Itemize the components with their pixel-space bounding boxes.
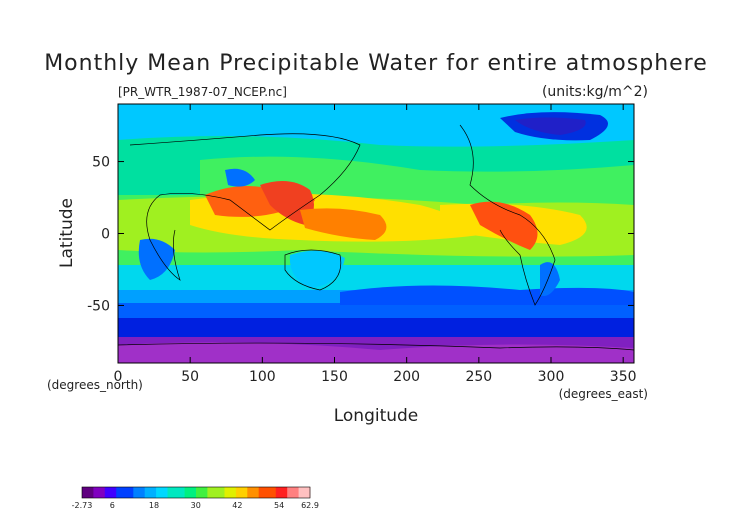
chart-subtitle-units: (units:kg/m^2) <box>542 84 648 100</box>
colorbar-cell <box>281 487 288 498</box>
colorbar-cell <box>196 487 203 498</box>
colorbar-ticks: -2.73 6 18 30 42 54 62.9 <box>72 501 319 510</box>
x-tick-label: 50 <box>181 369 199 385</box>
colorbar-cell <box>99 487 106 498</box>
x-unit-label: (degrees_east) <box>559 387 648 401</box>
colorbar-cell <box>270 487 277 498</box>
colorbar-cell <box>304 487 311 498</box>
colorbar-cell <box>133 487 140 498</box>
colorbar-tick-label: 30 <box>191 501 201 510</box>
chart-subtitle-file: [PR_WTR_1987-07_NCEP.nc] <box>118 85 287 99</box>
x-tick-label: 350 <box>610 369 637 385</box>
colorbar-tick-label: 6 <box>110 501 115 510</box>
colorbar-cell <box>161 487 168 498</box>
heatmap-field <box>118 104 634 363</box>
colorbar-cell <box>87 487 94 498</box>
x-tick-label: 300 <box>538 369 565 385</box>
x-axis: 0 50 100 150 200 250 300 350 <box>114 104 637 385</box>
x-tick-label: 100 <box>249 369 276 385</box>
x-tick-label: 250 <box>465 369 492 385</box>
colorbar-cell <box>253 487 260 498</box>
colorbar-cell <box>247 487 254 498</box>
colorbar-cell <box>298 487 305 498</box>
colorbar-cell <box>156 487 163 498</box>
y-tick-label: 0 <box>101 227 110 243</box>
colorbar <box>81 486 311 499</box>
chart-title: Monthly Mean Precipitable Water for enti… <box>44 51 708 76</box>
colorbar-cell <box>224 487 231 498</box>
colorbar-cell <box>93 487 100 498</box>
colorbar-cell <box>150 487 157 498</box>
colorbar-cell <box>82 487 89 498</box>
colorbar-cell <box>292 487 300 498</box>
colorbar-cell <box>139 487 146 498</box>
x-axis-title: Longitude <box>334 406 419 426</box>
colorbar-tick-label: -2.73 <box>72 501 93 510</box>
y-axis-title: Latitude <box>57 198 77 268</box>
colorbar-tick-label: 18 <box>149 501 159 510</box>
colorbar-cell <box>230 487 237 498</box>
x-tick-label: 0 <box>114 369 123 385</box>
colorbar-cell <box>184 487 191 498</box>
colorbar-cell <box>275 487 282 498</box>
x-tick-label: 150 <box>321 369 348 385</box>
y-unit-label: (degrees_north) <box>47 378 143 392</box>
colorbar-cell <box>116 487 123 498</box>
colorbar-cell <box>201 487 208 498</box>
colorbar-cell <box>207 487 214 498</box>
y-tick-label: 50 <box>92 155 110 171</box>
colorbar-cell <box>287 487 294 498</box>
colorbar-frame <box>81 486 311 499</box>
colorbar-tick-label: 42 <box>232 501 242 510</box>
colorbar-cell <box>167 487 174 498</box>
colorbar-cell <box>241 487 248 498</box>
colorbar-cell <box>235 487 243 498</box>
colorbar-cell <box>190 487 197 498</box>
y-tick-label: -50 <box>87 298 110 314</box>
colorbar-cell <box>173 487 180 498</box>
colorbar-tick-label: 54 <box>274 501 284 510</box>
colorbar-cell <box>104 487 111 498</box>
colorbar-cell <box>264 487 271 498</box>
colorbar-cell <box>127 487 134 498</box>
colorbar-cell <box>144 487 151 498</box>
colorbar-cell <box>121 487 129 498</box>
colorbar-tick-label: 62.9 <box>301 501 319 510</box>
x-tick-label: 200 <box>393 369 420 385</box>
y-axis: -50 0 50 <box>87 155 634 314</box>
colorbar-cell <box>218 487 225 498</box>
colorbar-cell <box>178 487 186 498</box>
colorbar-cell <box>213 487 220 498</box>
colorbar-cell <box>258 487 265 498</box>
colorbar-cell <box>110 487 117 498</box>
